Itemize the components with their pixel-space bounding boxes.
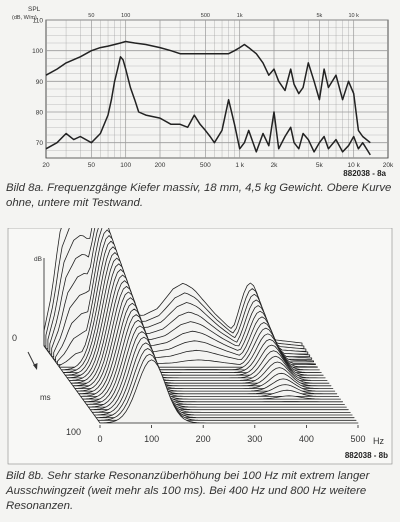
time-axis-line bbox=[43, 345, 101, 424]
y-axis-unit: (dB, W/m) bbox=[12, 15, 37, 21]
x-tick-label: 500 bbox=[200, 162, 211, 169]
x-tick-label: 200 bbox=[196, 434, 211, 444]
frequency-response-chart: 110 100 90 80 70 20 50 100 200 500 1 k 2k 5k 10 k 20k 5… bbox=[12, 6, 394, 178]
x-tick-label: 20k bbox=[383, 162, 394, 169]
x-tick-label-top: 500 bbox=[201, 13, 210, 19]
chart-grid bbox=[45, 19, 389, 159]
x-tick-label: 200 bbox=[155, 162, 166, 169]
x-tick-label: 1 k bbox=[235, 162, 244, 169]
chart-series-group bbox=[45, 40, 371, 156]
waterfall-chart: 0 100 200 300 400 500 dB ms 0 100 Hz 882038 -… bbox=[7, 228, 393, 465]
figure-id: 882038 - 8b bbox=[345, 451, 388, 460]
x-tick-label: 100 bbox=[120, 162, 131, 169]
x-tick-label-top: 1k bbox=[237, 13, 243, 19]
x-tick-label: 50 bbox=[88, 162, 96, 169]
x-tick-label: 500 bbox=[350, 434, 365, 444]
x-tick-label: 10 k bbox=[348, 162, 361, 169]
series-lower-curve bbox=[45, 56, 371, 156]
x-tick-label: 300 bbox=[247, 434, 262, 444]
x-tick-label-top: 50 bbox=[88, 13, 94, 19]
waterfall-slice bbox=[99, 359, 359, 424]
time-tick-end: 100 bbox=[66, 427, 81, 437]
time-tick-start: 0 bbox=[12, 333, 17, 343]
y-tick-label: 80 bbox=[36, 110, 44, 117]
figure-id: 882038 - 8a bbox=[343, 169, 386, 178]
x-tick-label: 100 bbox=[144, 434, 159, 444]
series-upper-curve bbox=[45, 40, 371, 144]
x-tick-label: 2k bbox=[271, 162, 279, 169]
x-axis-unit: Hz bbox=[373, 436, 384, 446]
y-tick-label: 100 bbox=[32, 48, 43, 55]
caption-fig-8b: Bild 8b. Sehr starke Resonanzüberhöhung … bbox=[6, 470, 370, 512]
x-tick-label-top: 5k bbox=[316, 13, 322, 19]
chart-ticks: 110 100 90 80 70 20 50 100 200 500 1 k 2k 5k 10 k 20k 5… bbox=[32, 13, 394, 169]
x-tick-label: 400 bbox=[299, 434, 314, 444]
x-tick-label: 20 bbox=[42, 162, 50, 169]
time-axis-label: ms bbox=[40, 393, 51, 402]
y-axis-label: SPL bbox=[28, 6, 41, 13]
y-tick-label: 70 bbox=[36, 140, 44, 147]
y-tick-label: 90 bbox=[36, 79, 44, 86]
time-arrow-head bbox=[33, 363, 38, 370]
x-tick-label-top: 100 bbox=[121, 13, 130, 19]
y-tick-label: 110 bbox=[33, 18, 44, 25]
x-tick-label: 0 bbox=[97, 434, 102, 444]
x-tick-label-top: 10 k bbox=[348, 13, 359, 19]
caption-fig-8a: Bild 8a. Frequenzgänge Kiefer massiv, 18… bbox=[6, 182, 392, 209]
y-axis-label: dB bbox=[34, 256, 42, 263]
x-tick-label: 5k bbox=[316, 162, 324, 169]
waterfall-ticks: 0 100 200 300 400 500 bbox=[43, 258, 366, 444]
waterfall-slices bbox=[43, 228, 359, 424]
